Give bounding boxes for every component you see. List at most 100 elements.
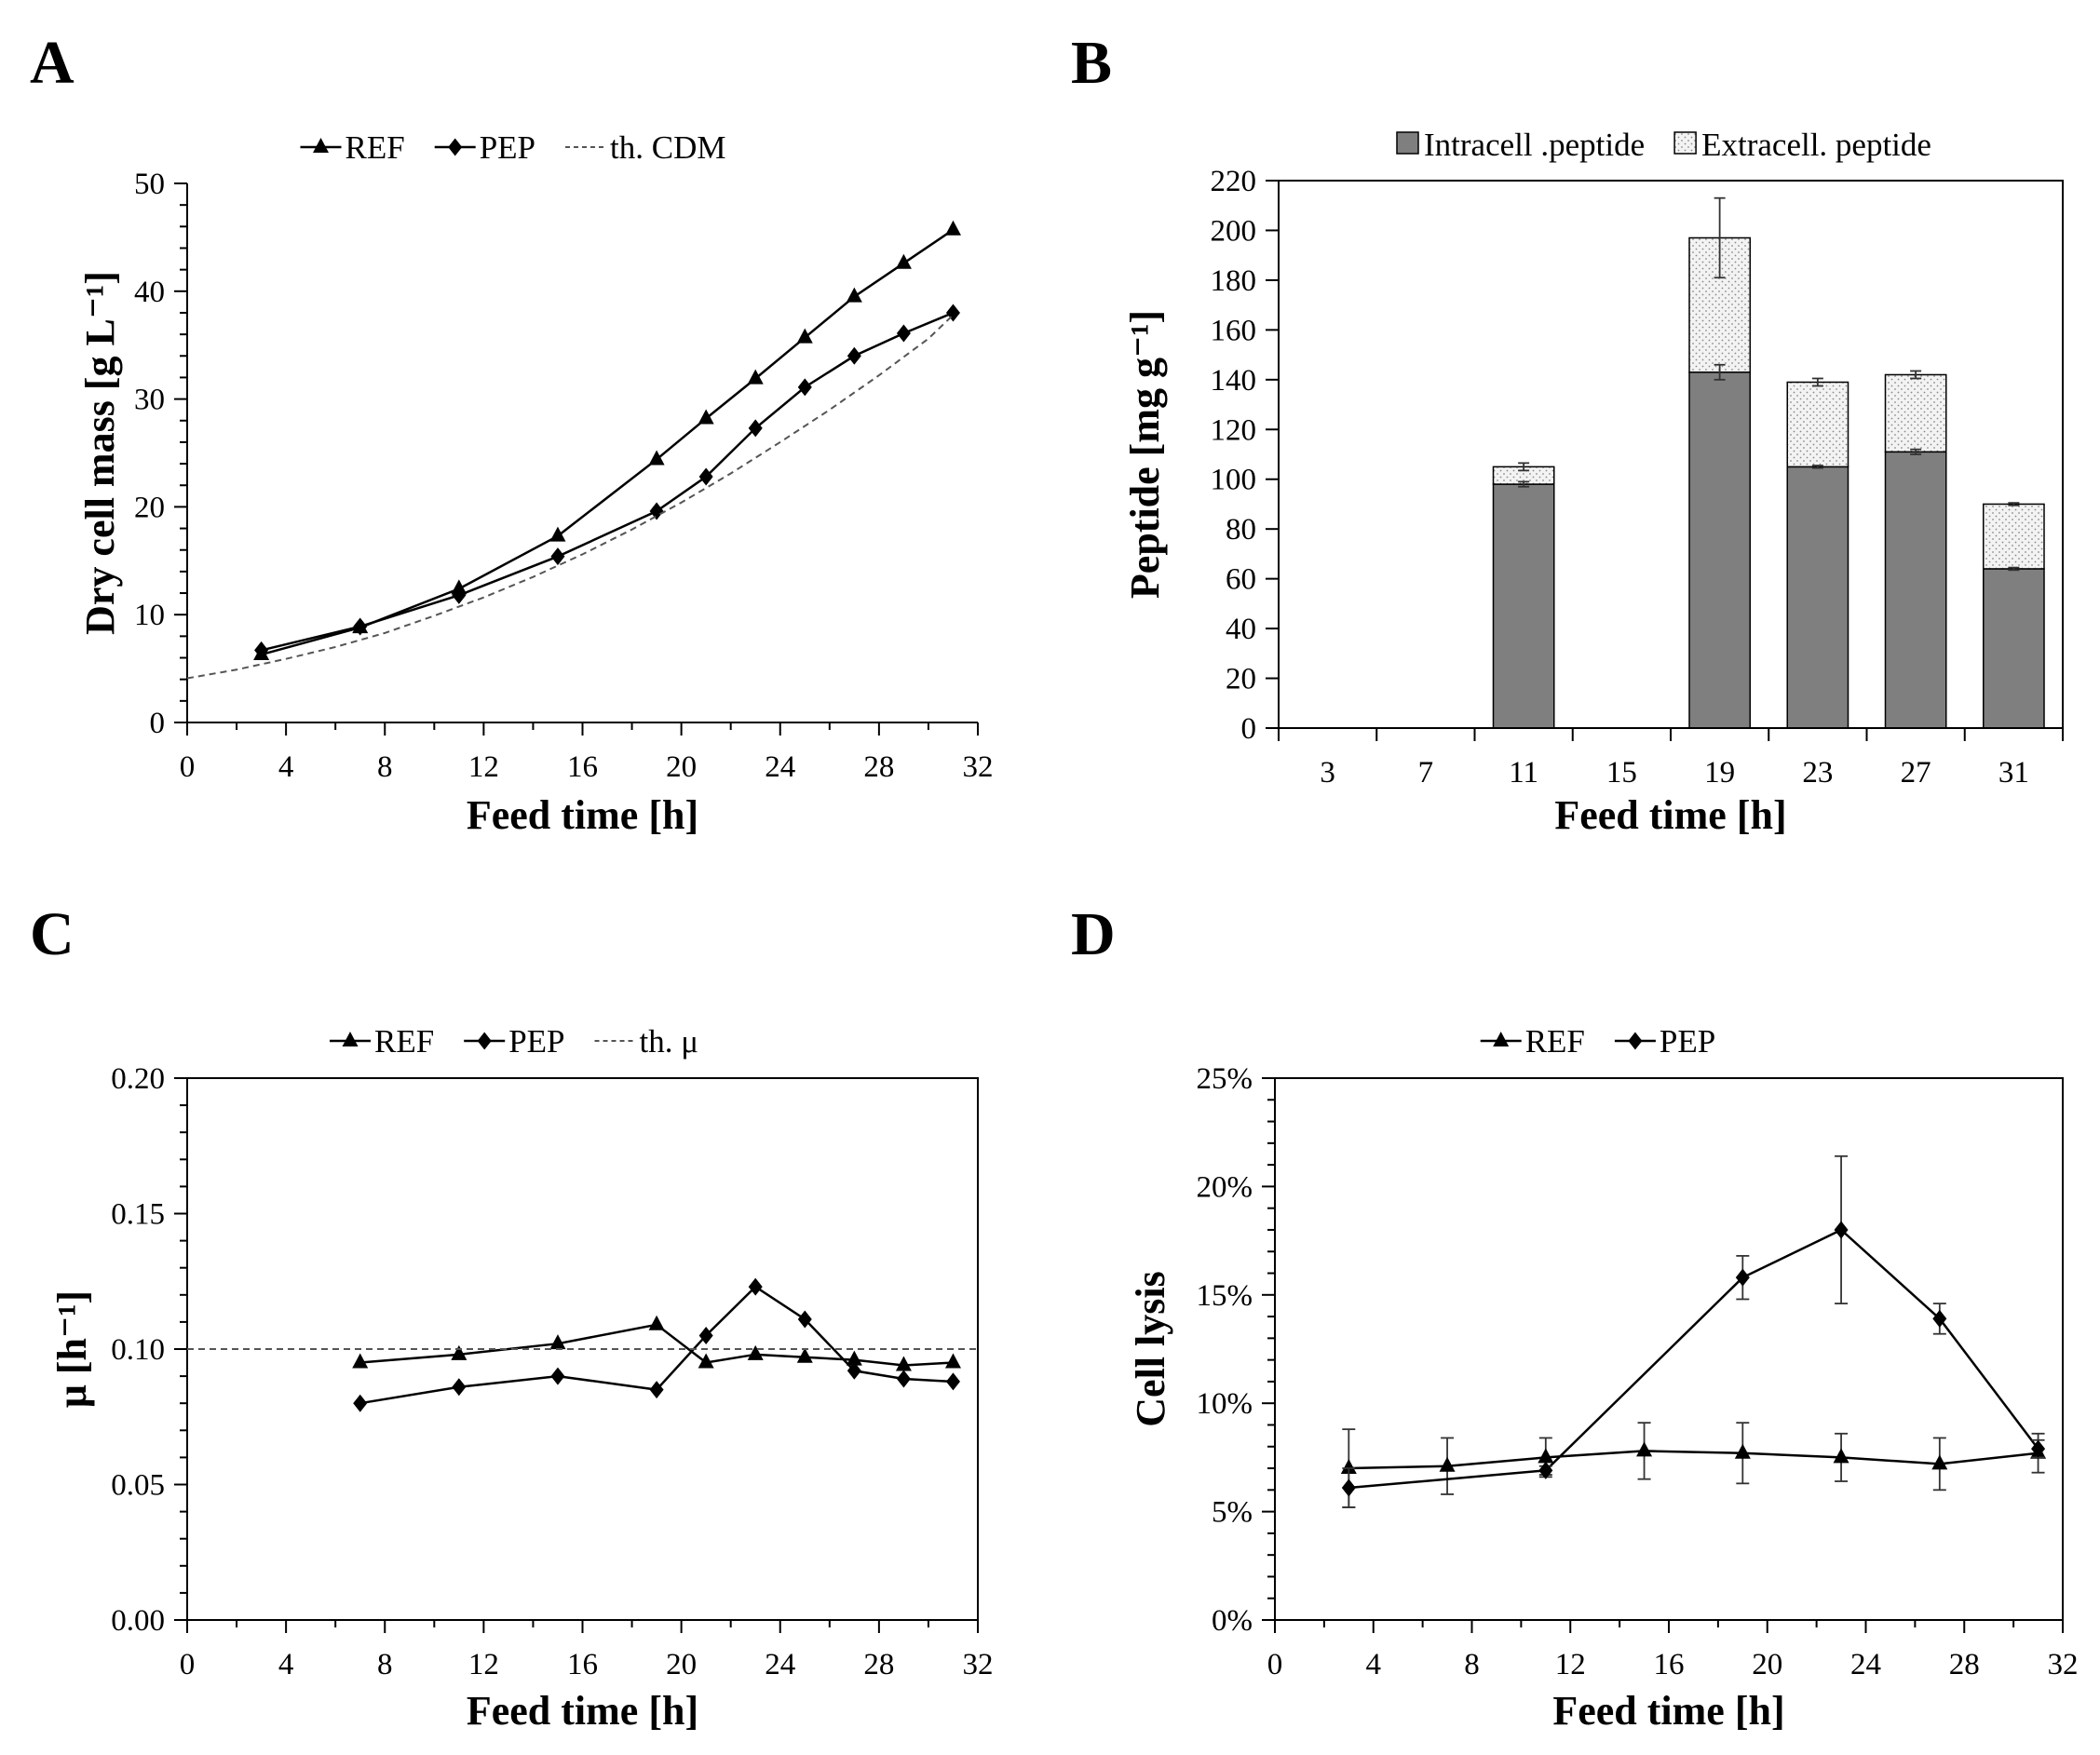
x-tick-label: 0	[180, 1648, 196, 1681]
data-point-triangle	[747, 369, 764, 385]
error-bar-extracell-peptide-11	[1518, 462, 1530, 472]
data-point-triangle	[1340, 1459, 1357, 1475]
series-line	[1348, 1450, 2039, 1470]
legend-marker-diamond	[1628, 1032, 1643, 1050]
data-point-diamond	[649, 1381, 664, 1399]
y-tick-label: 80	[1226, 513, 1256, 547]
series-ref	[352, 1315, 961, 1371]
x-tick-label: 12	[468, 750, 499, 784]
legend-item-th: th. μ	[594, 1023, 698, 1060]
legend-marker-triangle	[342, 1032, 359, 1046]
data-point-diamond	[1932, 1309, 1947, 1328]
data-point-triangle	[895, 1356, 912, 1371]
data-point-triangle	[549, 1334, 566, 1350]
x-tick-label: 15	[1606, 756, 1637, 790]
x-axis-title: Feed time [h]	[467, 1688, 698, 1734]
x-tick-label: 20	[666, 750, 697, 784]
data-point-diamond	[452, 1378, 467, 1397]
bar-intracell-peptide-11	[1492, 483, 1555, 729]
y-tick-label: 0.15	[111, 1198, 165, 1232]
series-line	[359, 1323, 954, 1367]
y-tick-label: 120	[1211, 413, 1257, 447]
series-line	[359, 1285, 954, 1405]
y-tick-label: 30	[134, 384, 165, 417]
data-point-diamond	[797, 378, 812, 397]
x-tick-label: 32	[963, 1648, 994, 1681]
y-tick-label: 60	[1226, 563, 1256, 597]
x-axis-title: Feed time [h]	[1554, 792, 1786, 838]
y-axis-ticks: 0.00 0.05 0.10 0.15 0.20	[111, 1062, 187, 1638]
y-tick-label: 0	[1241, 712, 1257, 746]
x-axis-title: Feed time [h]	[467, 792, 698, 838]
data-point-triangle	[352, 1353, 369, 1369]
y-tick-label: 40	[1226, 613, 1256, 646]
legend-item-ref: REF	[300, 129, 405, 166]
data-point-triangle	[944, 1353, 961, 1369]
legend-swatch	[1396, 131, 1419, 155]
data-point-triangle	[698, 1353, 714, 1369]
data-point-diamond	[452, 586, 467, 604]
data-point-diamond	[353, 617, 368, 636]
series-ref	[1340, 1422, 2047, 1508]
data-point-triangle	[846, 1350, 862, 1366]
x-axis-title: Feed time [h]	[1552, 1688, 1784, 1734]
data-point-triangle	[846, 287, 862, 303]
y-axis-ticks: 0 20 40 60 80 100 120 140 160 180 200 220	[1211, 165, 1279, 746]
legend-marker-diamond	[448, 138, 463, 156]
data-point-diamond	[649, 502, 664, 520]
x-tick-label: 16	[567, 1648, 598, 1681]
data-point-diamond	[2031, 1439, 2046, 1458]
data-point-triangle	[648, 450, 665, 466]
legend-label: REF	[345, 129, 405, 166]
x-tick-label: 4	[278, 1648, 294, 1681]
bar-intracell-peptide-31	[1982, 568, 2045, 729]
panel-label: D	[1071, 900, 1116, 968]
error-bar-intracell-peptide-23	[1811, 465, 1823, 469]
data-point-triangle	[1538, 1448, 1554, 1464]
y-axis-title: Peptide [mg g⁻¹]	[1122, 310, 1168, 599]
data-point-triangle	[1439, 1456, 1456, 1472]
y-tick-label: 25%	[1197, 1062, 1253, 1096]
data-point-diamond	[698, 467, 713, 486]
y-tick-label: 160	[1211, 314, 1257, 347]
legend: REF PEP th. μ	[330, 1023, 698, 1060]
series-pep	[353, 1277, 960, 1412]
x-tick-label: 31	[1998, 756, 2029, 790]
panel-label: A	[30, 29, 75, 97]
error-bar-extracell-peptide-31	[2008, 502, 2020, 506]
y-tick-label: 0.20	[111, 1062, 165, 1096]
x-axis-ticks: 0 4 8 12 16 20 24 28 32	[1267, 1620, 2079, 1681]
data-point-triangle	[1833, 1448, 1849, 1464]
data-point-triangle	[1636, 1441, 1653, 1457]
legend-item-ref: REF	[1480, 1023, 1585, 1060]
x-tick-label: 12	[468, 1648, 499, 1681]
bar-intracell-peptide-23	[1786, 466, 1849, 729]
y-axis-ticks: 0 10 20 30 40 50	[134, 168, 187, 740]
x-tick-label: 8	[377, 1648, 393, 1681]
y-tick-label: 180	[1211, 264, 1257, 298]
legend-item-pep: PEP	[434, 129, 535, 166]
bar-extracell-peptide-23	[1786, 381, 1849, 468]
x-axis-ticks: 0 4 8 12 16 20 24 28 32	[180, 1620, 994, 1681]
y-tick-label: 220	[1211, 165, 1257, 198]
x-tick-label: 11	[1509, 756, 1538, 790]
legend-label: REF	[1525, 1023, 1585, 1060]
panel-label: B	[1071, 29, 1112, 97]
error-bar-intracell-peptide-27	[1910, 448, 1922, 455]
legend-label: th. CDM	[610, 129, 725, 166]
legend-label: PEP	[508, 1023, 564, 1060]
x-tick-label: 7	[1418, 756, 1434, 790]
data-point-diamond	[896, 324, 911, 343]
y-tick-label: 10	[134, 599, 165, 632]
x-tick-label: 4	[278, 750, 294, 784]
data-point-diamond	[1538, 1461, 1553, 1479]
error-bar-intracell-peptide-19	[1714, 363, 1726, 381]
legend-item-pep: PEP	[464, 1023, 565, 1060]
x-tick-label: 19	[1704, 756, 1735, 790]
panel-label: C	[30, 900, 75, 968]
panel-d: D 0% 5% 10% 15% 20% 25% 0 4 8 12 16 20 24 28 32 REF PEP Fe…	[1071, 900, 2079, 1734]
data-point-diamond	[698, 1326, 713, 1344]
x-tick-label: 0	[180, 750, 196, 784]
data-point-triangle	[944, 220, 961, 236]
panel-c: C 0.00 0.05 0.10 0.15 0.20 0 4 8 12 16 20 24 28 32 REF P…	[30, 900, 994, 1734]
